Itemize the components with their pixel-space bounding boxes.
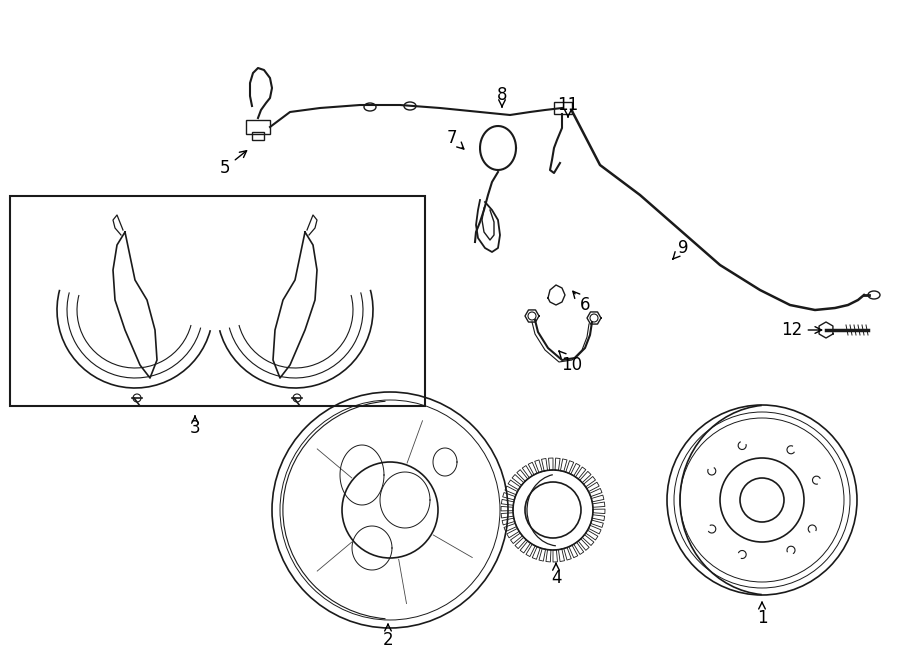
Text: 12: 12 [781, 321, 822, 339]
Ellipse shape [868, 291, 880, 299]
Text: 10: 10 [559, 351, 582, 374]
Text: 8: 8 [497, 86, 508, 107]
Text: 6: 6 [573, 292, 590, 314]
Text: 3: 3 [190, 416, 201, 437]
Text: 9: 9 [673, 239, 689, 259]
Ellipse shape [404, 102, 416, 110]
Text: 5: 5 [220, 151, 247, 177]
Text: 2: 2 [382, 624, 393, 649]
Text: 11: 11 [557, 96, 579, 117]
Text: 1: 1 [757, 602, 768, 627]
Bar [252, 132, 264, 140]
Text: 7: 7 [446, 129, 464, 149]
Bar [246, 120, 270, 134]
Bar [554, 102, 572, 114]
Ellipse shape [364, 103, 376, 111]
Bar [10, 196, 425, 406]
Text: 4: 4 [551, 563, 562, 587]
